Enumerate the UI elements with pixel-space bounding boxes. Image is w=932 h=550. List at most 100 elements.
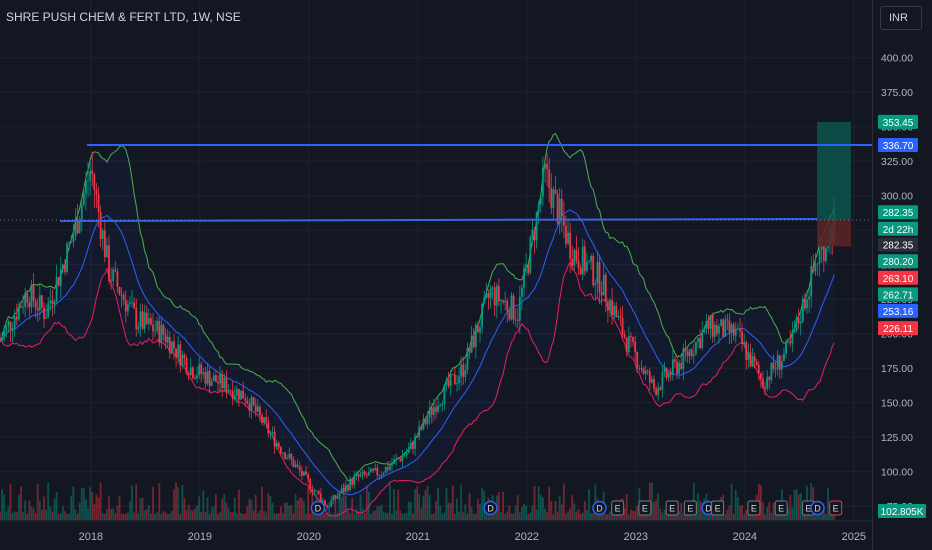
candle-body xyxy=(353,475,356,485)
volume-bar xyxy=(166,513,169,520)
volume-bar xyxy=(97,497,100,520)
candle-body xyxy=(344,485,347,492)
volume-bar xyxy=(219,512,221,520)
candle-body xyxy=(447,380,450,387)
price-badge-text: 280.20 xyxy=(883,257,914,268)
candle-body xyxy=(810,266,813,297)
volume-bar xyxy=(751,511,754,520)
candle-body xyxy=(791,331,794,344)
candle-body xyxy=(783,353,785,362)
volume-bar xyxy=(147,505,150,520)
candle-body xyxy=(456,382,458,384)
volume-bar xyxy=(787,507,790,520)
candle-body xyxy=(273,432,276,447)
volume-bar xyxy=(380,504,383,520)
candle-body xyxy=(292,459,295,467)
volume-bar xyxy=(376,506,379,520)
candle-body xyxy=(824,248,827,261)
price-badge-text: 263.10 xyxy=(883,274,914,285)
volume-bar xyxy=(135,484,138,520)
volume-bar xyxy=(326,513,328,520)
candle-body xyxy=(298,466,301,471)
candle-body xyxy=(294,464,297,467)
volume-bar xyxy=(120,513,123,520)
volume-bar xyxy=(179,513,182,520)
volume-bar xyxy=(250,499,253,520)
volume-bar xyxy=(760,485,762,520)
candle-body xyxy=(332,495,335,501)
candle-body xyxy=(774,369,777,370)
candle-body xyxy=(730,324,733,333)
price-badge-bg xyxy=(878,114,918,129)
volume-bar xyxy=(122,513,125,520)
candle-body xyxy=(726,319,729,321)
candle-body xyxy=(542,168,544,197)
candle-body xyxy=(598,262,601,293)
candle-body xyxy=(546,163,548,170)
volume-bar xyxy=(271,502,274,520)
candle-body xyxy=(124,300,127,312)
candle-body xyxy=(11,327,14,331)
volume-bar xyxy=(579,513,582,520)
candle-body xyxy=(252,397,255,405)
candle-body xyxy=(669,372,672,376)
volume-bar xyxy=(95,494,98,520)
volume-bar xyxy=(734,489,737,520)
earnings-marker-label: E xyxy=(687,504,693,514)
price-badge: 263.10 xyxy=(878,270,918,285)
volume-bar xyxy=(560,504,563,520)
candle-body xyxy=(202,372,205,375)
candle-body xyxy=(571,258,574,266)
time-axis-label: 2024 xyxy=(733,531,757,543)
time-axis-label: 2019 xyxy=(188,531,212,543)
candle-body xyxy=(156,320,159,331)
candle-body xyxy=(309,479,312,490)
volume-bar xyxy=(820,513,823,520)
volume-bar xyxy=(53,498,56,520)
candle-body xyxy=(129,302,131,305)
candle-body xyxy=(189,367,192,376)
candle-body xyxy=(822,244,825,261)
volume-bar xyxy=(824,513,827,520)
volume-bar xyxy=(248,498,251,520)
volume-bar xyxy=(443,512,446,520)
candle-body xyxy=(508,311,511,320)
volume-bar xyxy=(126,512,129,520)
price-axis-label: 150.00 xyxy=(881,398,913,410)
candle-body xyxy=(625,337,628,353)
candle-body xyxy=(772,362,775,370)
candle-body xyxy=(433,407,435,415)
candle-body xyxy=(259,406,261,416)
candle-body xyxy=(426,417,429,424)
candle-body xyxy=(663,368,666,373)
candle-body xyxy=(74,219,77,236)
currency-button[interactable]: INR xyxy=(880,6,922,30)
candle-body xyxy=(64,264,66,272)
candle-body xyxy=(604,274,607,302)
candle-body xyxy=(439,405,442,407)
candle-body xyxy=(9,321,12,331)
volume-bar xyxy=(636,505,639,520)
volume-bar xyxy=(808,514,811,520)
candle-body xyxy=(168,336,171,354)
candle-body xyxy=(630,335,632,337)
volume-bar xyxy=(242,513,245,520)
candle-body xyxy=(504,300,507,303)
candle-body xyxy=(3,330,6,339)
volume-bar xyxy=(531,505,534,520)
volume-bar xyxy=(728,505,731,520)
candle-body xyxy=(118,286,121,295)
candle-body xyxy=(577,260,580,268)
candle-body xyxy=(351,478,354,485)
price-axis-separator xyxy=(872,0,873,550)
candle-body xyxy=(588,261,590,263)
volume-bar xyxy=(502,492,504,520)
candle-body xyxy=(349,478,351,491)
volume-bar xyxy=(49,506,52,520)
volume-bar xyxy=(588,489,590,520)
candle-body xyxy=(437,405,439,412)
candle-body xyxy=(653,379,655,390)
candle-body xyxy=(221,373,224,389)
candle-body xyxy=(160,324,163,343)
